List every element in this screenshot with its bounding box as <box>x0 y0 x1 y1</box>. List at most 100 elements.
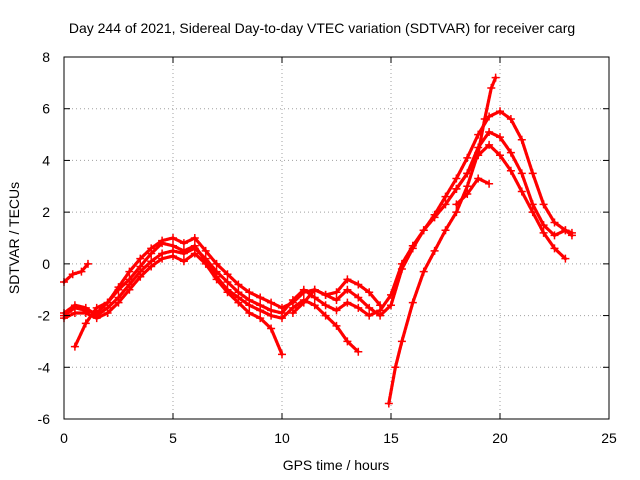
data-point <box>496 107 504 116</box>
data-point <box>83 259 92 268</box>
data-point <box>321 311 330 320</box>
data-point <box>103 298 112 307</box>
data-point <box>343 275 352 284</box>
data-point <box>539 221 548 230</box>
data-point <box>234 280 243 289</box>
series-track-7 <box>454 130 574 237</box>
x-tick-label: 5 <box>169 430 177 446</box>
data-point <box>70 301 79 310</box>
data-point <box>201 246 210 255</box>
series-track-6 <box>387 76 498 406</box>
data-point <box>376 301 385 310</box>
data-point <box>463 169 472 178</box>
data-point <box>169 241 177 250</box>
y-axis-label: SDTVAR / TECUs <box>6 182 22 294</box>
data-point <box>561 254 570 263</box>
data-point <box>212 272 221 281</box>
data-point <box>550 231 559 240</box>
data-point <box>354 303 363 312</box>
data-point <box>528 200 537 209</box>
x-tick-label: 25 <box>601 430 617 446</box>
data-point <box>419 267 428 276</box>
data-point <box>114 285 123 294</box>
data-point <box>485 179 494 188</box>
data-point <box>278 314 286 323</box>
data-point <box>147 262 156 271</box>
data-point <box>201 257 210 266</box>
data-point <box>70 308 79 317</box>
x-axis-label: GPS time / hours <box>283 457 390 473</box>
data-point <box>365 311 374 320</box>
data-point <box>223 277 232 286</box>
data-point <box>343 285 352 294</box>
data-point <box>506 148 515 157</box>
data-point <box>81 308 90 317</box>
data-point <box>190 241 199 250</box>
data-point <box>256 314 265 323</box>
data-point <box>332 321 341 330</box>
data-point <box>387 301 395 310</box>
data-point <box>452 208 461 217</box>
data-point <box>92 314 101 323</box>
data-point <box>158 254 167 263</box>
data-point <box>190 234 199 242</box>
y-tick-label: -6 <box>38 411 51 427</box>
data-point <box>321 301 330 310</box>
y-tick-label: -2 <box>38 308 51 324</box>
data-point <box>397 259 406 268</box>
data-point <box>136 272 145 281</box>
series-track-1 <box>62 262 90 284</box>
data-point <box>463 190 472 199</box>
data-point <box>517 169 526 178</box>
data-point <box>474 174 483 183</box>
data-point <box>169 252 177 261</box>
data-point <box>332 288 341 297</box>
data-point <box>267 311 276 320</box>
data-point <box>441 192 450 201</box>
y-tick-labels: -6 -4 -2 0 2 4 6 8 <box>38 49 51 427</box>
data-point <box>256 293 265 302</box>
data-point <box>158 239 167 248</box>
data-point <box>506 115 515 124</box>
data-point <box>267 298 276 307</box>
data-point <box>496 151 504 160</box>
grid-lines <box>64 57 609 419</box>
data-point <box>288 296 297 305</box>
y-tick-label: -4 <box>38 359 51 375</box>
data-point <box>343 337 352 346</box>
data-point <box>278 350 286 359</box>
y-tick-label: 0 <box>42 256 50 272</box>
data-point <box>539 200 548 209</box>
data-point <box>77 267 86 276</box>
data-point <box>321 290 330 299</box>
data-point <box>441 200 450 209</box>
data-point <box>550 244 559 253</box>
data-point <box>506 166 515 175</box>
data-point <box>567 228 576 237</box>
data-point <box>299 298 308 307</box>
data-point <box>354 347 363 356</box>
x-tick-labels: 0 5 10 15 20 25 <box>60 430 617 446</box>
y-tick-label: 4 <box>42 152 50 168</box>
data-point <box>485 140 494 149</box>
data-point <box>169 234 177 242</box>
data-point <box>487 84 496 93</box>
data-point <box>256 306 265 315</box>
data-point <box>452 174 461 183</box>
data-point <box>343 298 352 307</box>
data-point <box>68 270 77 279</box>
data-point <box>245 301 254 310</box>
data-point <box>517 187 526 196</box>
data-point <box>419 226 428 235</box>
data-point <box>474 143 483 152</box>
data-point <box>384 399 393 408</box>
data-point <box>517 135 526 144</box>
data-point <box>550 218 559 227</box>
series-track-2 <box>62 109 574 318</box>
data-point <box>332 296 341 305</box>
data-point <box>528 169 537 178</box>
data-point <box>365 303 374 312</box>
data-point <box>114 298 123 307</box>
data-point <box>267 324 276 333</box>
